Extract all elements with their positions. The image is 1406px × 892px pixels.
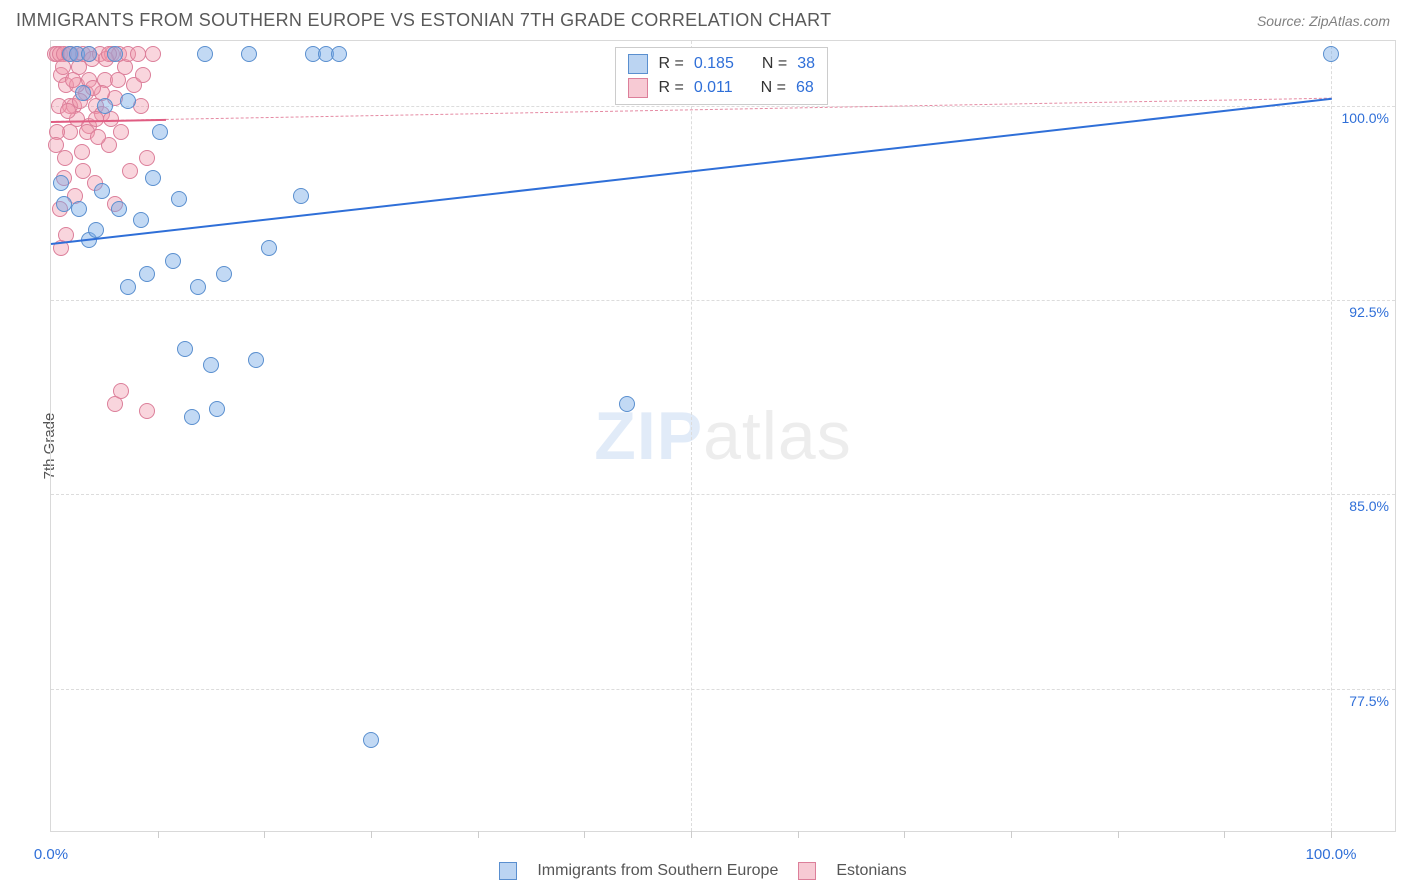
- legend-stats-row: R = 0.185 N = 38: [616, 52, 827, 76]
- x-tick-mark: [1118, 831, 1119, 838]
- marker-blue: [177, 341, 193, 357]
- x-tick-mark: [1331, 831, 1332, 838]
- r-value: 0.011: [694, 79, 733, 97]
- marker-blue: [71, 201, 87, 217]
- marker-blue: [363, 732, 379, 748]
- gridline-y: [51, 494, 1395, 495]
- marker-blue: [53, 175, 69, 191]
- y-tick-label: 92.5%: [1349, 304, 1389, 320]
- n-label: N =: [762, 55, 787, 73]
- x-tick-mark: [158, 831, 159, 838]
- legend-swatch: [499, 862, 517, 880]
- marker-blue: [171, 191, 187, 207]
- marker-blue: [165, 253, 181, 269]
- plot-area: ZIPatlas 77.5%85.0%92.5%100.0%0.0%100.0%…: [50, 41, 1395, 832]
- x-tick-mark: [1224, 831, 1225, 838]
- marker-blue: [107, 46, 123, 62]
- marker-blue: [248, 352, 264, 368]
- gridline-y: [51, 106, 1395, 107]
- marker-blue: [56, 196, 72, 212]
- marker-blue: [81, 46, 97, 62]
- legend-swatch: [628, 54, 648, 74]
- x-tick-mark: [264, 831, 265, 838]
- chart-source: Source: ZipAtlas.com: [1257, 13, 1390, 29]
- marker-pink: [74, 144, 90, 160]
- marker-blue: [331, 46, 347, 62]
- legend-swatch: [798, 862, 816, 880]
- x-axis-min-label: 0.0%: [34, 846, 68, 863]
- marker-pink: [139, 403, 155, 419]
- marker-blue: [75, 85, 91, 101]
- legend-bottom: Immigrants from Southern Europe Estonians: [0, 862, 1406, 880]
- r-label: R =: [658, 79, 683, 97]
- marker-pink: [75, 163, 91, 179]
- gridline-y: [51, 300, 1395, 301]
- chart-title: IMMIGRANTS FROM SOUTHERN EUROPE VS ESTON…: [16, 10, 831, 31]
- marker-blue: [184, 409, 200, 425]
- watermark-atlas: atlas: [703, 398, 852, 474]
- y-tick-label: 85.0%: [1349, 498, 1389, 514]
- watermark-zip: ZIP: [594, 398, 703, 474]
- marker-blue: [152, 124, 168, 140]
- y-tick-label: 77.5%: [1349, 693, 1389, 709]
- x-tick-mark: [904, 831, 905, 838]
- legend-swatch: [628, 78, 648, 98]
- marker-blue: [145, 170, 161, 186]
- x-axis-max-label: 100.0%: [1306, 846, 1357, 863]
- marker-blue: [97, 98, 113, 114]
- marker-pink: [139, 150, 155, 166]
- marker-blue: [1323, 46, 1339, 62]
- marker-blue: [111, 201, 127, 217]
- marker-pink: [113, 383, 129, 399]
- marker-blue: [216, 266, 232, 282]
- marker-blue: [197, 46, 213, 62]
- marker-blue: [120, 279, 136, 295]
- n-value: 38: [797, 55, 815, 73]
- legend-label: Immigrants from Southern Europe: [537, 862, 778, 880]
- marker-blue: [190, 279, 206, 295]
- x-tick-mark: [798, 831, 799, 838]
- x-tick-mark: [478, 831, 479, 838]
- marker-pink: [135, 67, 151, 83]
- y-tick-label: 100.0%: [1342, 110, 1389, 126]
- marker-blue: [133, 212, 149, 228]
- marker-blue: [203, 357, 219, 373]
- marker-blue: [139, 266, 155, 282]
- marker-blue: [241, 46, 257, 62]
- x-tick-mark: [371, 831, 372, 838]
- marker-pink: [113, 124, 129, 140]
- marker-blue: [261, 240, 277, 256]
- gridline-y: [51, 689, 1395, 690]
- x-tick-mark: [691, 831, 692, 838]
- gridline-x: [691, 41, 692, 831]
- marker-blue: [209, 401, 225, 417]
- gridline-x: [1331, 41, 1332, 831]
- marker-blue: [619, 396, 635, 412]
- marker-pink: [57, 150, 73, 166]
- r-label: R =: [658, 55, 683, 73]
- marker-blue: [94, 183, 110, 199]
- n-label: N =: [761, 79, 786, 97]
- legend-stats: R = 0.185 N = 38 R = 0.011 N = 68: [615, 47, 828, 105]
- legend-stats-row: R = 0.011 N = 68: [616, 76, 827, 100]
- marker-blue: [293, 188, 309, 204]
- chart-area: ZIPatlas 77.5%85.0%92.5%100.0%0.0%100.0%…: [50, 40, 1396, 832]
- marker-pink: [145, 46, 161, 62]
- r-value: 0.185: [694, 55, 734, 73]
- marker-blue: [88, 222, 104, 238]
- x-tick-mark: [1011, 831, 1012, 838]
- marker-pink: [130, 46, 146, 62]
- marker-blue: [120, 93, 136, 109]
- marker-pink: [110, 72, 126, 88]
- legend-label: Estonians: [836, 862, 906, 880]
- marker-pink: [90, 129, 106, 145]
- marker-pink: [122, 163, 138, 179]
- n-value: 68: [796, 79, 814, 97]
- x-tick-mark: [584, 831, 585, 838]
